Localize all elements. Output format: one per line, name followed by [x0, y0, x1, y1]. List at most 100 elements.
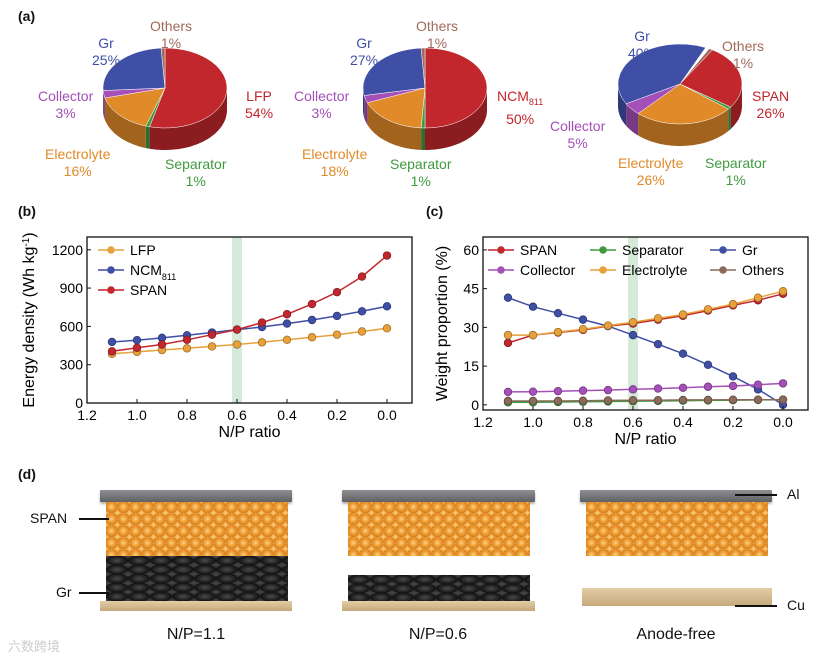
- pie-charts: [102, 43, 743, 150]
- data-point-collector: [653, 384, 663, 393]
- pie-side-span: [730, 84, 742, 130]
- pie-side-electrolyte: [638, 109, 729, 146]
- caption-anode-free: Anode-free: [636, 626, 716, 643]
- data-point-span: [307, 299, 317, 309]
- data-point-others: [628, 395, 638, 405]
- data-point-others: [753, 395, 763, 404]
- data-point-lfp: [182, 344, 192, 353]
- data-point-lfp: [332, 330, 342, 339]
- data-point-collector: [703, 382, 713, 391]
- pie-side-lfp: [149, 88, 227, 150]
- pie-slice-ncm: [424, 47, 488, 129]
- data-point-span: [107, 347, 117, 356]
- data-point-ncm: [307, 315, 317, 325]
- pie1-label-lfp: LFP 54%: [245, 88, 274, 121]
- data-point-span: [357, 272, 367, 281]
- x-tick-label: 1.2: [473, 414, 493, 430]
- data-point-others: [503, 396, 513, 406]
- data-point-collector: [678, 383, 688, 392]
- al-plate: [100, 490, 292, 502]
- y-tick-label: 60: [463, 242, 479, 258]
- al-plate: [580, 490, 772, 502]
- x-tick-label: 0.6: [623, 414, 643, 430]
- series-line-electrolyte: [508, 290, 784, 336]
- data-point-electrolyte: [728, 299, 738, 309]
- data-point-ncm: [132, 335, 142, 345]
- data-point-collector: [628, 385, 638, 394]
- data-point-ncm: [282, 319, 292, 328]
- span-particles: [348, 502, 530, 556]
- y-tick-label: 0: [471, 397, 479, 413]
- y-tick-label: 0: [75, 395, 83, 411]
- pie2-label-separator: Separator 1%: [390, 156, 452, 189]
- pie-side-electrolyte: [367, 102, 422, 150]
- data-point-ncm: [332, 311, 342, 321]
- data-point-others: [703, 395, 713, 405]
- pie1-label-gr: Gr 25%: [92, 35, 121, 68]
- data-point-span: [132, 343, 142, 353]
- data-point-others: [528, 396, 538, 406]
- pie3-label-electrolyte: Electrolyte 26%: [618, 155, 684, 188]
- data-point-lfp: [232, 340, 242, 349]
- data-point-electrolyte: [753, 293, 763, 302]
- pie3-label-others: Others 1%: [722, 38, 765, 71]
- cu-plate: [100, 601, 292, 611]
- data-point-collector: [603, 385, 613, 395]
- pie-slice-span: [679, 49, 743, 108]
- data-point-gr: [528, 302, 538, 311]
- data-point-collector: [753, 380, 763, 389]
- x-axis-label: N/P ratio: [615, 431, 677, 448]
- data-point-electrolyte: [678, 310, 688, 319]
- pie-side-separator: [145, 126, 150, 149]
- legend-label-separator: Separator: [622, 242, 684, 258]
- legend-label-collector: Collector: [520, 262, 576, 278]
- series-line-ncm: [111, 305, 388, 343]
- pie-slice-gr: [362, 47, 426, 96]
- pie1-label-electrolyte: Electrolyte 16%: [45, 146, 111, 179]
- data-point-collector: [578, 386, 588, 395]
- x-tick-label: 0.4: [277, 407, 297, 423]
- data-point-others: [653, 395, 663, 405]
- data-point-others: [778, 395, 788, 404]
- data-point-collector: [778, 379, 788, 388]
- data-point-span: [232, 325, 242, 334]
- data-point-lfp: [357, 327, 367, 336]
- data-point-electrolyte: [553, 327, 563, 337]
- y-tick-label: 600: [60, 318, 84, 334]
- data-point-electrolyte: [528, 330, 538, 340]
- caption-np-0-6: N/P=0.6: [408, 626, 468, 643]
- legend-label-span: SPAN: [520, 242, 557, 258]
- pie3-label-gr: Gr 40%: [628, 28, 657, 61]
- data-point-lfp: [257, 338, 267, 347]
- span-label: SPAN: [30, 510, 68, 526]
- x-tick-label: 1.0: [127, 407, 147, 423]
- series-line-span: [111, 254, 388, 353]
- pie-slice-gr: [617, 43, 707, 105]
- data-point-ncm: [107, 337, 117, 347]
- x-tick-label: 0.0: [377, 407, 397, 423]
- pie1-label-others: Others 1%: [150, 18, 193, 51]
- data-point-span: [382, 251, 392, 260]
- span-leader-line: [79, 518, 109, 520]
- data-point-others: [553, 396, 563, 406]
- panel-label-d: (d): [18, 466, 36, 482]
- series-line-collector: [507, 382, 784, 393]
- panel-label-b: (b): [18, 203, 36, 219]
- plot-frame: [482, 236, 809, 411]
- x-tick-label: 0.2: [327, 407, 347, 423]
- data-point-gr: [553, 308, 563, 318]
- y-tick-label: 30: [463, 319, 479, 335]
- series-line-gr: [507, 296, 784, 406]
- x-tick-label: 0.8: [177, 407, 197, 423]
- panel-label-a: (a): [18, 8, 36, 24]
- data-point-lfp: [207, 342, 217, 351]
- al-plate: [342, 490, 535, 502]
- gr-label: Gr: [56, 584, 72, 600]
- data-point-gr: [703, 360, 713, 370]
- data-point-gr: [728, 372, 738, 381]
- legend-marker-others: [719, 266, 727, 274]
- cu-label: Cu: [787, 597, 805, 613]
- panel-label-c: (c): [426, 203, 444, 219]
- data-point-gr: [653, 339, 663, 349]
- data-point-span: [182, 335, 192, 344]
